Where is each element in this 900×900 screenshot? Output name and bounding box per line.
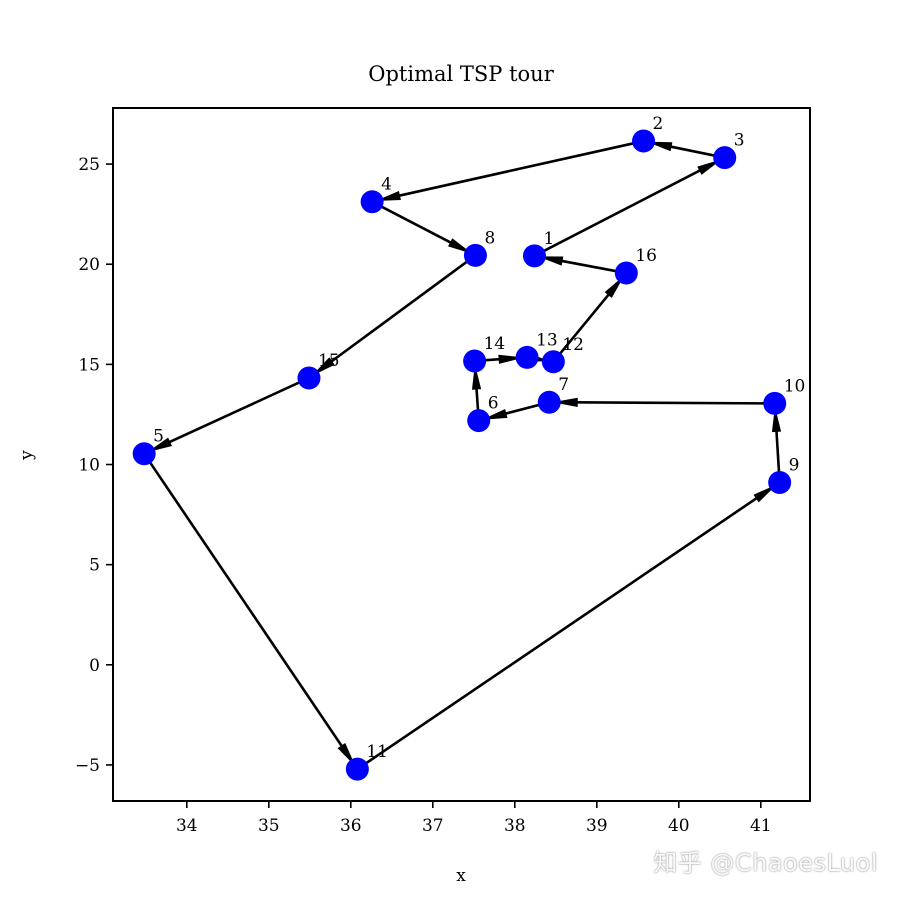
- x-tick-label: 41: [750, 816, 772, 836]
- tour-edge: [308, 254, 477, 380]
- tour-edge: [356, 481, 781, 771]
- tour-arrow: [337, 742, 355, 765]
- tour-edge: [533, 156, 726, 257]
- tour-arrow: [604, 277, 623, 298]
- tour-arrow: [498, 354, 522, 364]
- tour-arrow: [540, 256, 564, 266]
- tour-arrow: [471, 366, 482, 390]
- city-label: 8: [484, 228, 495, 248]
- city-label: 5: [153, 427, 164, 447]
- x-tick-label: 40: [668, 816, 690, 836]
- city-label: 13: [536, 330, 558, 350]
- tour-arrow: [555, 397, 578, 407]
- y-axis-label: y: [17, 450, 37, 461]
- x-axis-label: x: [456, 866, 466, 886]
- plot-frame: [112, 107, 811, 802]
- city-point: [541, 350, 565, 374]
- watermark: 知乎 @ChaoesLuol: [653, 849, 878, 877]
- x-tick-label: 35: [258, 816, 280, 836]
- chart-title: Optimal TSP tour: [368, 62, 554, 86]
- tour-arrow: [697, 159, 720, 175]
- city-point: [763, 391, 787, 415]
- city-label: 4: [381, 175, 392, 195]
- y-axis-ticks: −5 0 5 10 15 20 25: [75, 155, 113, 776]
- y-tick-label: 0: [89, 656, 100, 676]
- city-label: 16: [635, 246, 657, 266]
- x-tick-label: 34: [176, 816, 198, 836]
- y-tick-label: 15: [78, 355, 100, 375]
- tour-arrow: [448, 238, 471, 254]
- city-point: [360, 190, 384, 214]
- city-point: [632, 129, 656, 153]
- city-label: 1: [543, 229, 554, 249]
- tour-arrow: [484, 408, 508, 420]
- y-tick-label: −5: [75, 756, 100, 776]
- city-label: 2: [653, 114, 664, 134]
- city-point: [515, 345, 539, 369]
- city-label: 14: [484, 334, 506, 354]
- tour-arrow: [649, 141, 673, 152]
- y-tick-label: 10: [78, 456, 100, 476]
- tour-edge: [371, 139, 644, 204]
- city-point: [345, 757, 369, 781]
- x-tick-label: 38: [504, 816, 526, 836]
- city-label: 6: [488, 394, 499, 414]
- city-label: 15: [318, 351, 340, 371]
- tour-arrow: [771, 409, 782, 433]
- city-label: 7: [558, 375, 569, 395]
- city-label: 11: [366, 742, 388, 762]
- tour-arrow: [313, 357, 335, 375]
- city-point: [522, 244, 546, 268]
- city-label: 12: [562, 335, 584, 355]
- city-point: [463, 243, 487, 267]
- x-tick-label: 39: [586, 816, 608, 836]
- city-point: [463, 349, 487, 373]
- city-point: [614, 261, 638, 285]
- x-tick-label: 37: [422, 816, 444, 836]
- y-tick-label: 25: [78, 155, 100, 175]
- city-point: [537, 390, 561, 414]
- x-axis-ticks: 34 35 36 37 38 39 40 41: [176, 801, 772, 836]
- tour-edge: [549, 400, 775, 405]
- city-point: [132, 442, 156, 466]
- tour-arrow: [149, 437, 172, 452]
- tour-path: [143, 139, 782, 771]
- city-label: 9: [789, 456, 800, 476]
- city-point: [713, 146, 737, 170]
- city-points: [132, 129, 792, 781]
- city-label: 3: [734, 131, 745, 151]
- city-point: [297, 366, 321, 390]
- x-tick-label: 36: [340, 816, 362, 836]
- y-tick-label: 5: [89, 556, 100, 576]
- tour-edge: [143, 452, 359, 770]
- city-point: [467, 409, 491, 433]
- city-label: 10: [784, 376, 806, 396]
- tour-edge: [143, 376, 310, 455]
- city-point: [768, 471, 792, 495]
- tour-arrow: [753, 485, 776, 503]
- tour-arrow: [377, 191, 401, 201]
- y-tick-label: 20: [78, 255, 100, 275]
